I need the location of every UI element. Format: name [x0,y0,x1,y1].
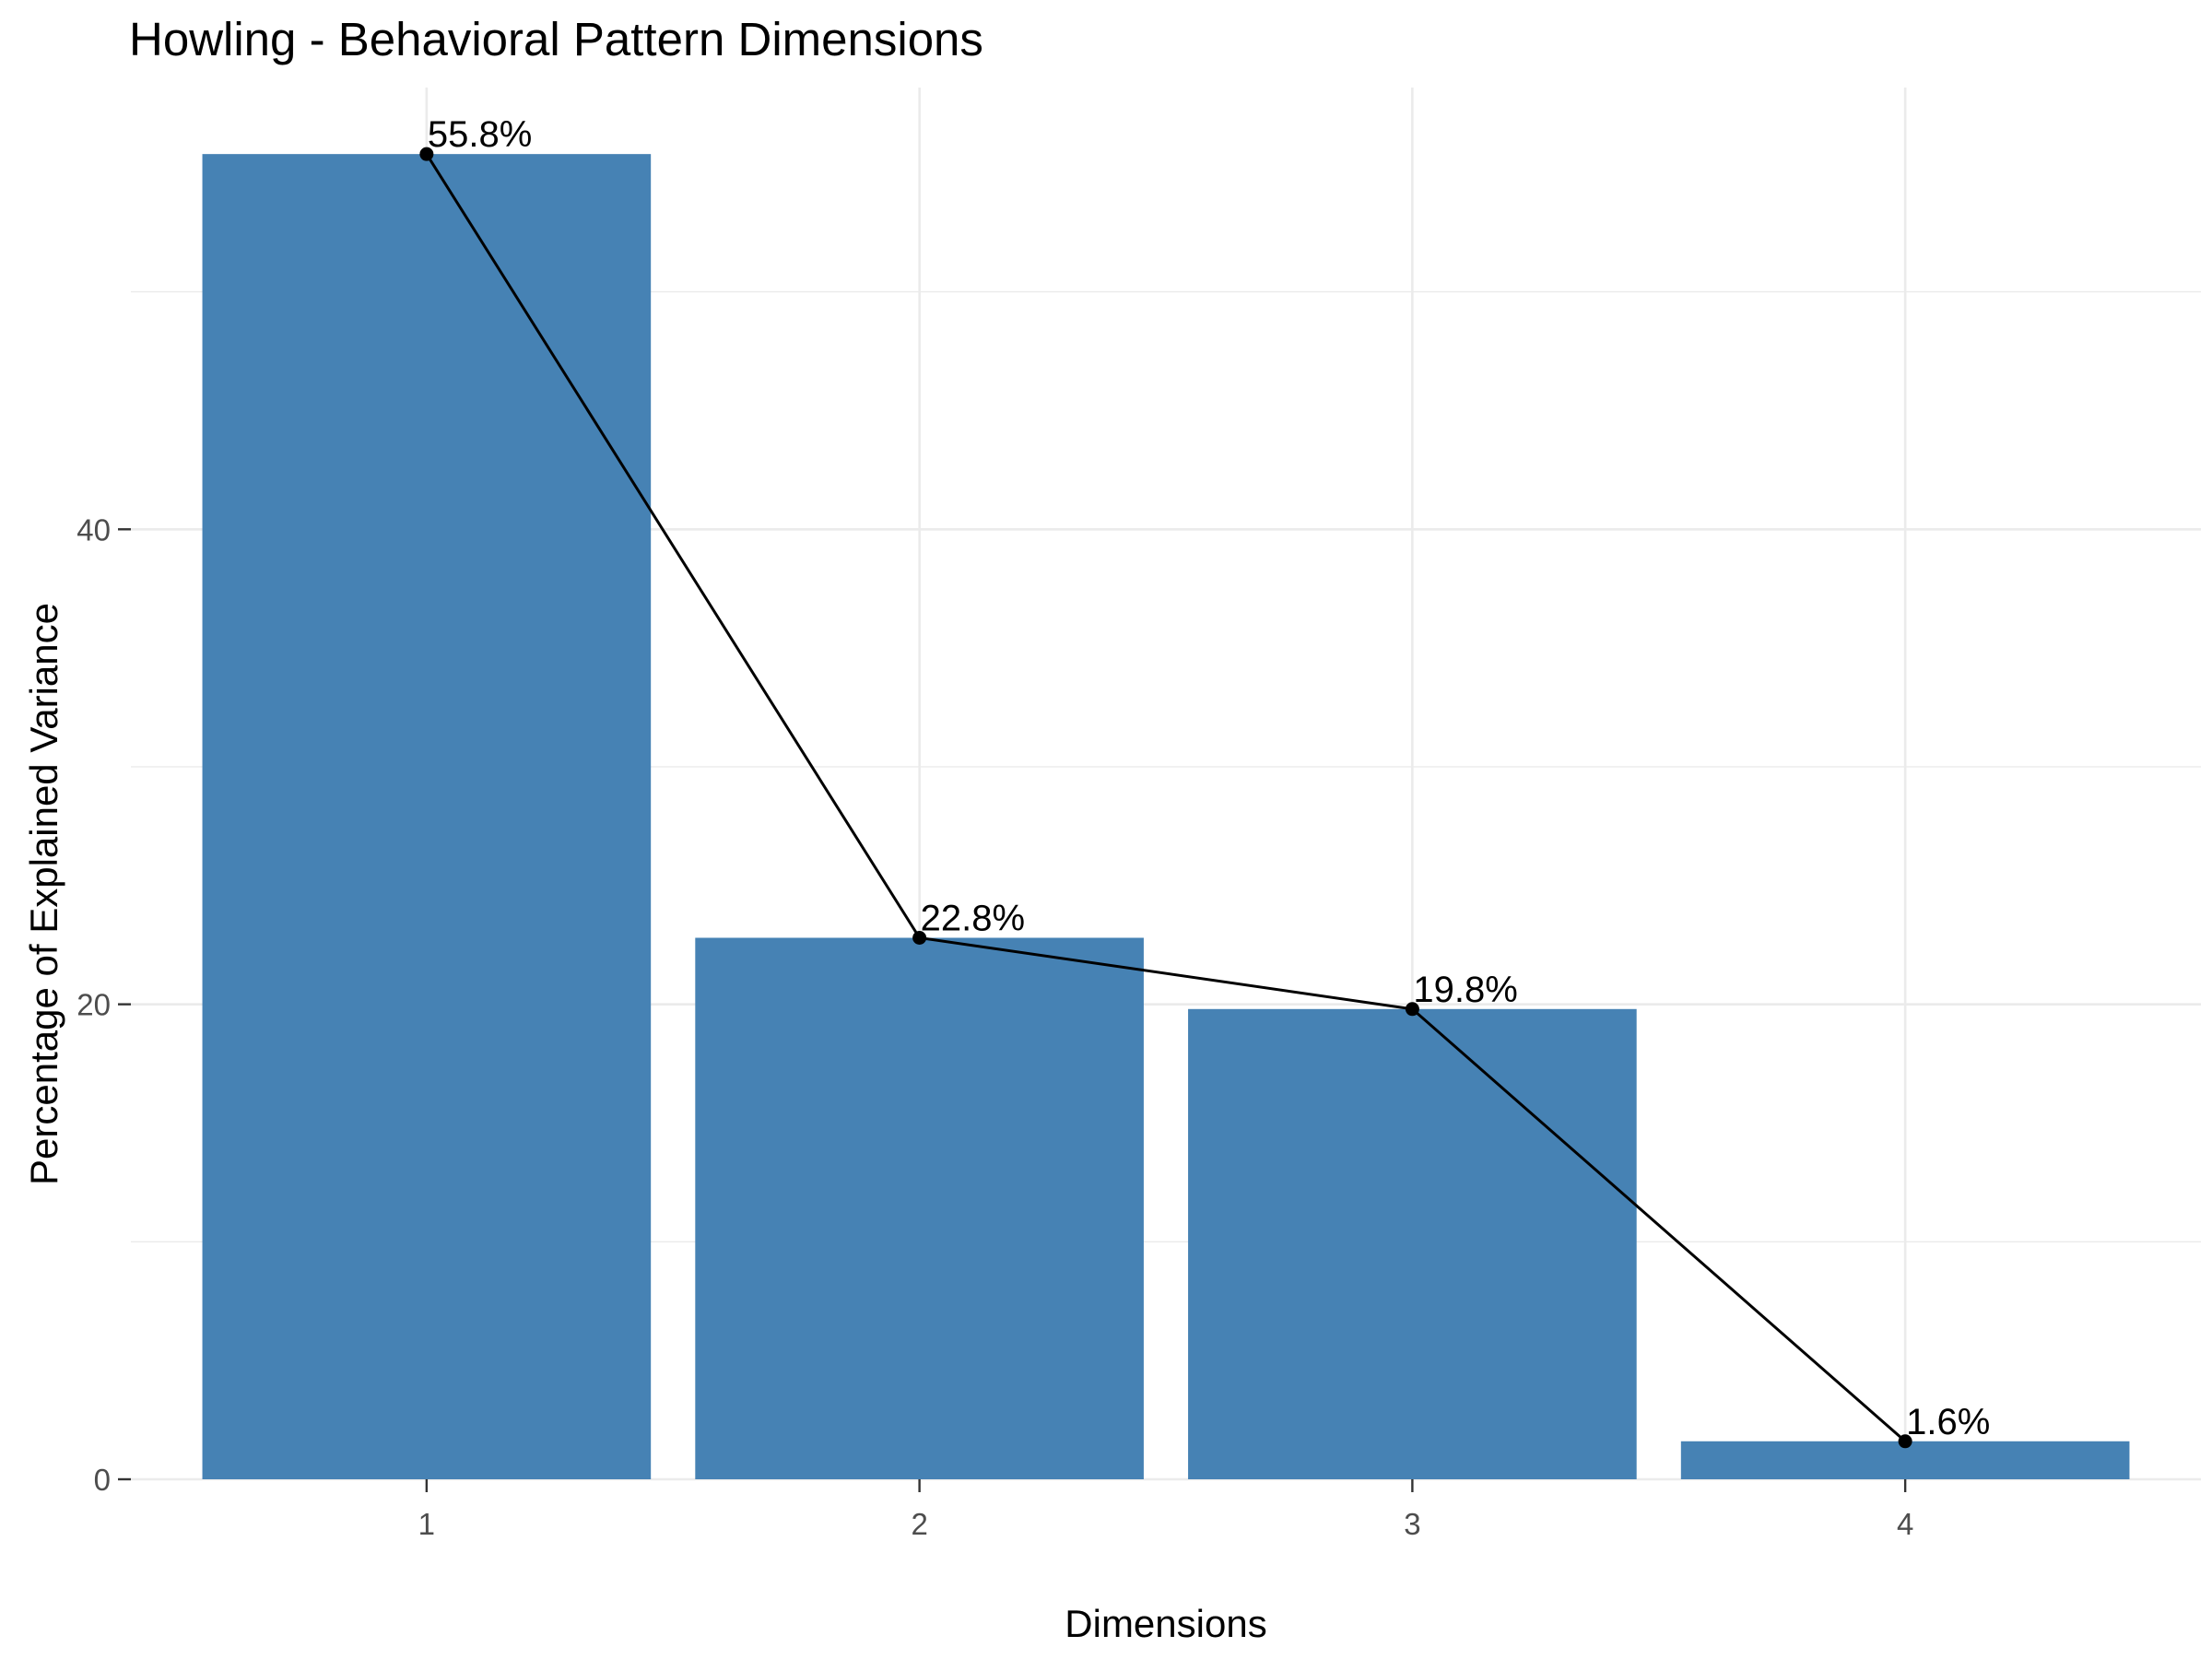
bar-dimension-1 [202,154,652,1480]
x-tick-label: 1 [418,1507,435,1541]
axes: 0 20 40 1 2 3 4 [76,512,1913,1541]
variance-point-4 [1898,1434,1912,1449]
data-labels: 55.8% 22.8% 19.8% 1.6% [428,114,1990,1442]
data-label-dimension-2: 22.8% [921,898,1025,938]
data-label-dimension-3: 19.8% [1413,970,1517,1010]
variance-point-2 [912,930,927,945]
x-tick-label: 2 [911,1507,927,1541]
x-tick-label: 3 [1404,1507,1420,1541]
variance-polyline [425,153,1907,1442]
variance-point-3 [1405,1002,1419,1017]
bar-dimension-2 [695,937,1144,1479]
chart-title: Howling - Behavioral Pattern Dimensions [129,13,983,65]
x-tick-label: 4 [1897,1507,1913,1541]
y-tick-label: 0 [94,1463,111,1497]
bars [202,154,2130,1480]
y-tick-label: 20 [76,988,111,1022]
variance-point-1 [419,147,434,161]
data-label-dimension-1: 55.8% [428,114,532,155]
y-axis-title: Percentage of Explained Variance [22,603,65,1185]
variance-line [419,147,1912,1449]
data-label-dimension-4: 1.6% [1906,1402,1990,1442]
y-tick-label: 40 [76,512,111,547]
bar-dimension-3 [1188,1008,1637,1479]
x-axis-title: Dimensions [1065,1602,1266,1645]
